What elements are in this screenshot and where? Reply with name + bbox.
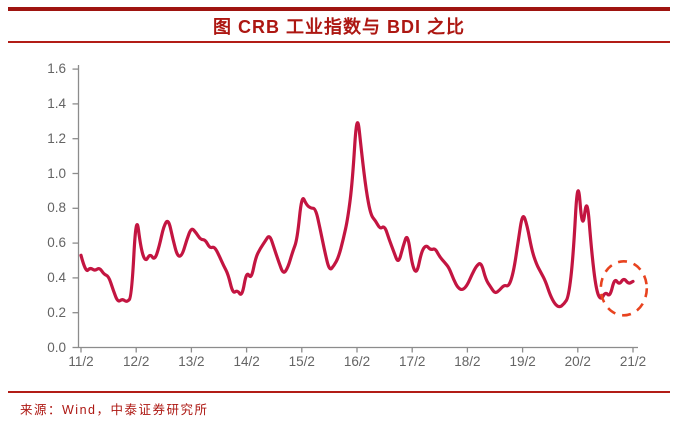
bottom-divider xyxy=(8,391,670,393)
x-tick-label: 21/2 xyxy=(619,354,647,369)
x-axis xyxy=(78,346,638,353)
y-tick-label: 0.0 xyxy=(47,339,66,355)
y-tick-label: 0.6 xyxy=(47,235,66,251)
highlight-dashed-circle xyxy=(599,259,649,317)
x-tick-label: 13/2 xyxy=(178,354,205,369)
figure-title: 图 CRB 工业指数与 BDI 之比 xyxy=(213,17,465,37)
x-tick-label: 20/2 xyxy=(564,354,591,369)
x-tick-label: 18/2 xyxy=(454,354,481,369)
y-tick-label: 0.4 xyxy=(47,269,66,285)
y-tick-label: 0.8 xyxy=(47,200,66,216)
x-tick-label: 11/2 xyxy=(68,354,94,369)
y-tick-label: 1.2 xyxy=(47,130,66,146)
title-underline xyxy=(8,41,670,43)
y-axis xyxy=(72,65,80,349)
x-tick-label: 15/2 xyxy=(288,354,315,369)
x-tick-label: 17/2 xyxy=(399,354,426,369)
y-tick-label: 1.4 xyxy=(47,95,66,111)
x-tick-label: 12/2 xyxy=(123,354,150,369)
y-tick-label: 1.6 xyxy=(47,61,66,77)
top-divider xyxy=(8,7,670,11)
series-line xyxy=(79,121,635,309)
x-tick-label: 14/2 xyxy=(233,354,260,369)
y-tick-label: 0.2 xyxy=(47,304,66,320)
x-tick-label: 19/2 xyxy=(509,354,536,369)
y-tick-label: 1.0 xyxy=(47,165,66,181)
x-tick-label: 16/2 xyxy=(343,354,371,369)
source-note: 来源：Wind，中泰证券研究所 xyxy=(20,403,209,417)
